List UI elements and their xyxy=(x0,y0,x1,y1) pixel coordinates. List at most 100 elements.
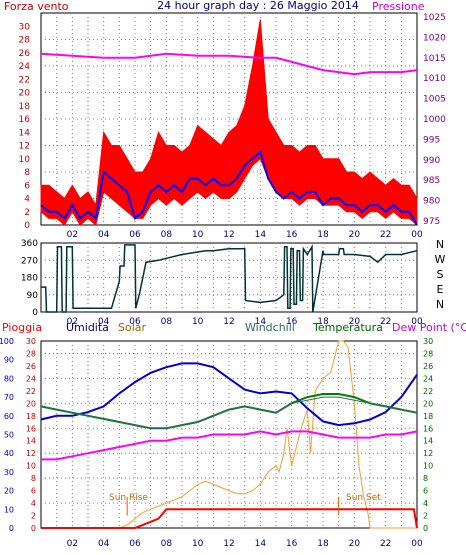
wind-direction-line xyxy=(41,244,418,313)
pressure-line xyxy=(40,52,418,76)
legend-temperature: Temperatura xyxy=(312,321,383,334)
x-tick-label: 22 xyxy=(380,317,391,327)
legend-humidity: Umidita xyxy=(66,321,109,334)
sunset-label: Sun Set xyxy=(346,493,381,503)
legend-solar: Solar xyxy=(118,321,147,334)
y-tick-label: 30 xyxy=(26,337,36,346)
y-tick-label: 28 xyxy=(26,349,36,358)
x-tick-label: 08 xyxy=(161,539,173,549)
y-tick-label: 2 xyxy=(31,512,36,521)
dewpoint-line xyxy=(41,430,418,461)
y-tick-label: 90 xyxy=(4,356,14,365)
x-tick-label: 16 xyxy=(286,317,298,327)
y-tick-label: 4 xyxy=(24,195,30,205)
direction-x-axis: 02 04 06 08 10 12 14 16 18 20 22 00 xyxy=(67,317,423,327)
y-tick-label: 975 xyxy=(423,217,440,227)
y-tick-label: 30 xyxy=(19,22,31,32)
y-tick-label: 18 xyxy=(423,412,433,421)
y-tick-label: 40 xyxy=(4,449,14,458)
y-tick-label: 12 xyxy=(19,142,30,152)
y-tick-label: 100 xyxy=(0,337,14,346)
environment-series-group xyxy=(40,340,418,529)
x-tick-label: 00 xyxy=(411,317,423,327)
humidity-line xyxy=(40,362,418,427)
x-tick-label: 00 xyxy=(411,539,423,549)
y-tick-label: 16 xyxy=(26,424,36,433)
direction-left-axis: 0 90 180 270 360 xyxy=(21,239,38,318)
y-tick-label: 1010 xyxy=(423,74,446,84)
y-tick-label: 22 xyxy=(26,387,36,396)
x-tick-label: 20 xyxy=(349,230,361,240)
y-tick-label: 1005 xyxy=(423,95,446,105)
x-tick-label: 16 xyxy=(286,230,298,240)
solar-line xyxy=(41,340,417,529)
x-tick-label: 14 xyxy=(255,230,267,240)
y-tick-label: 10 xyxy=(19,155,31,165)
y-tick-label: 20 xyxy=(19,89,31,99)
x-tick-label: 04 xyxy=(98,317,110,327)
y-tick-label: 20 xyxy=(423,399,433,408)
y-tick-label: 12 xyxy=(423,449,433,458)
y-tick-label: 6 xyxy=(423,487,428,496)
x-tick-label: 08 xyxy=(161,230,173,240)
direction-grid xyxy=(41,243,417,312)
y-tick-label: 270 xyxy=(21,256,38,266)
compass-label: N xyxy=(436,238,444,251)
x-tick-label: 12 xyxy=(223,317,234,327)
x-tick-label: 10 xyxy=(192,230,204,240)
y-tick-label: 90 xyxy=(27,291,39,301)
y-tick-label: 24 xyxy=(423,374,433,383)
x-tick-label: 18 xyxy=(317,317,329,327)
x-tick-label: 06 xyxy=(129,539,141,549)
y-tick-label: 990 xyxy=(423,156,440,166)
y-tick-label: 26 xyxy=(26,362,36,371)
y-tick-label: 8 xyxy=(31,474,36,483)
y-tick-label: 6 xyxy=(24,181,30,191)
chart-title: 24 hour graph day : 26 Maggio 2014 xyxy=(157,0,359,12)
y-tick-label: 0 xyxy=(32,308,38,318)
y-tick-label: 50 xyxy=(4,431,14,440)
x-tick-label: 04 xyxy=(98,539,110,549)
compass-label: E xyxy=(437,283,444,296)
y-tick-label: 12 xyxy=(26,449,36,458)
compass-label: S xyxy=(437,268,444,281)
x-tick-label: 10 xyxy=(192,539,204,549)
y-tick-label: 20 xyxy=(26,399,36,408)
wind-axis-title: Forza vento xyxy=(4,0,69,13)
x-tick-label: 14 xyxy=(255,539,267,549)
y-tick-label: 180 xyxy=(21,274,38,284)
x-tick-label: 18 xyxy=(317,230,329,240)
y-tick-label: 980 xyxy=(423,197,440,207)
x-tick-label: 00 xyxy=(411,230,423,240)
y-tick-label: 14 xyxy=(423,437,433,446)
wind-x-axis: 02 04 06 08 10 12 14 16 18 20 22 00 xyxy=(67,230,423,240)
y-tick-label: 26 xyxy=(19,49,31,59)
x-tick-label: 20 xyxy=(349,317,361,327)
y-tick-label: 4 xyxy=(31,499,36,508)
environment-x-axis: 02 04 06 08 10 12 14 16 18 20 22 00 xyxy=(67,539,423,549)
y-tick-label: 1015 xyxy=(423,54,446,64)
sunrise-label: Sun Rise xyxy=(109,493,148,503)
y-tick-label: 20 xyxy=(4,487,14,496)
y-tick-label: 1020 xyxy=(423,33,446,43)
y-tick-label: 14 xyxy=(19,128,31,138)
y-tick-label: 360 xyxy=(21,239,38,249)
y-tick-label: 28 xyxy=(423,349,433,358)
y-tick-label: 0 xyxy=(9,524,14,533)
compass-label: N xyxy=(436,298,444,311)
x-tick-label: 22 xyxy=(380,539,391,549)
x-tick-label: 18 xyxy=(317,539,329,549)
y-tick-label: 24 xyxy=(26,374,36,383)
y-tick-label: 10 xyxy=(26,462,36,471)
y-tick-label: 10 xyxy=(4,505,14,514)
y-tick-label: 18 xyxy=(26,412,36,421)
y-tick-label: 985 xyxy=(423,176,440,186)
y-tick-label: 16 xyxy=(423,424,433,433)
x-tick-label: 04 xyxy=(98,230,110,240)
